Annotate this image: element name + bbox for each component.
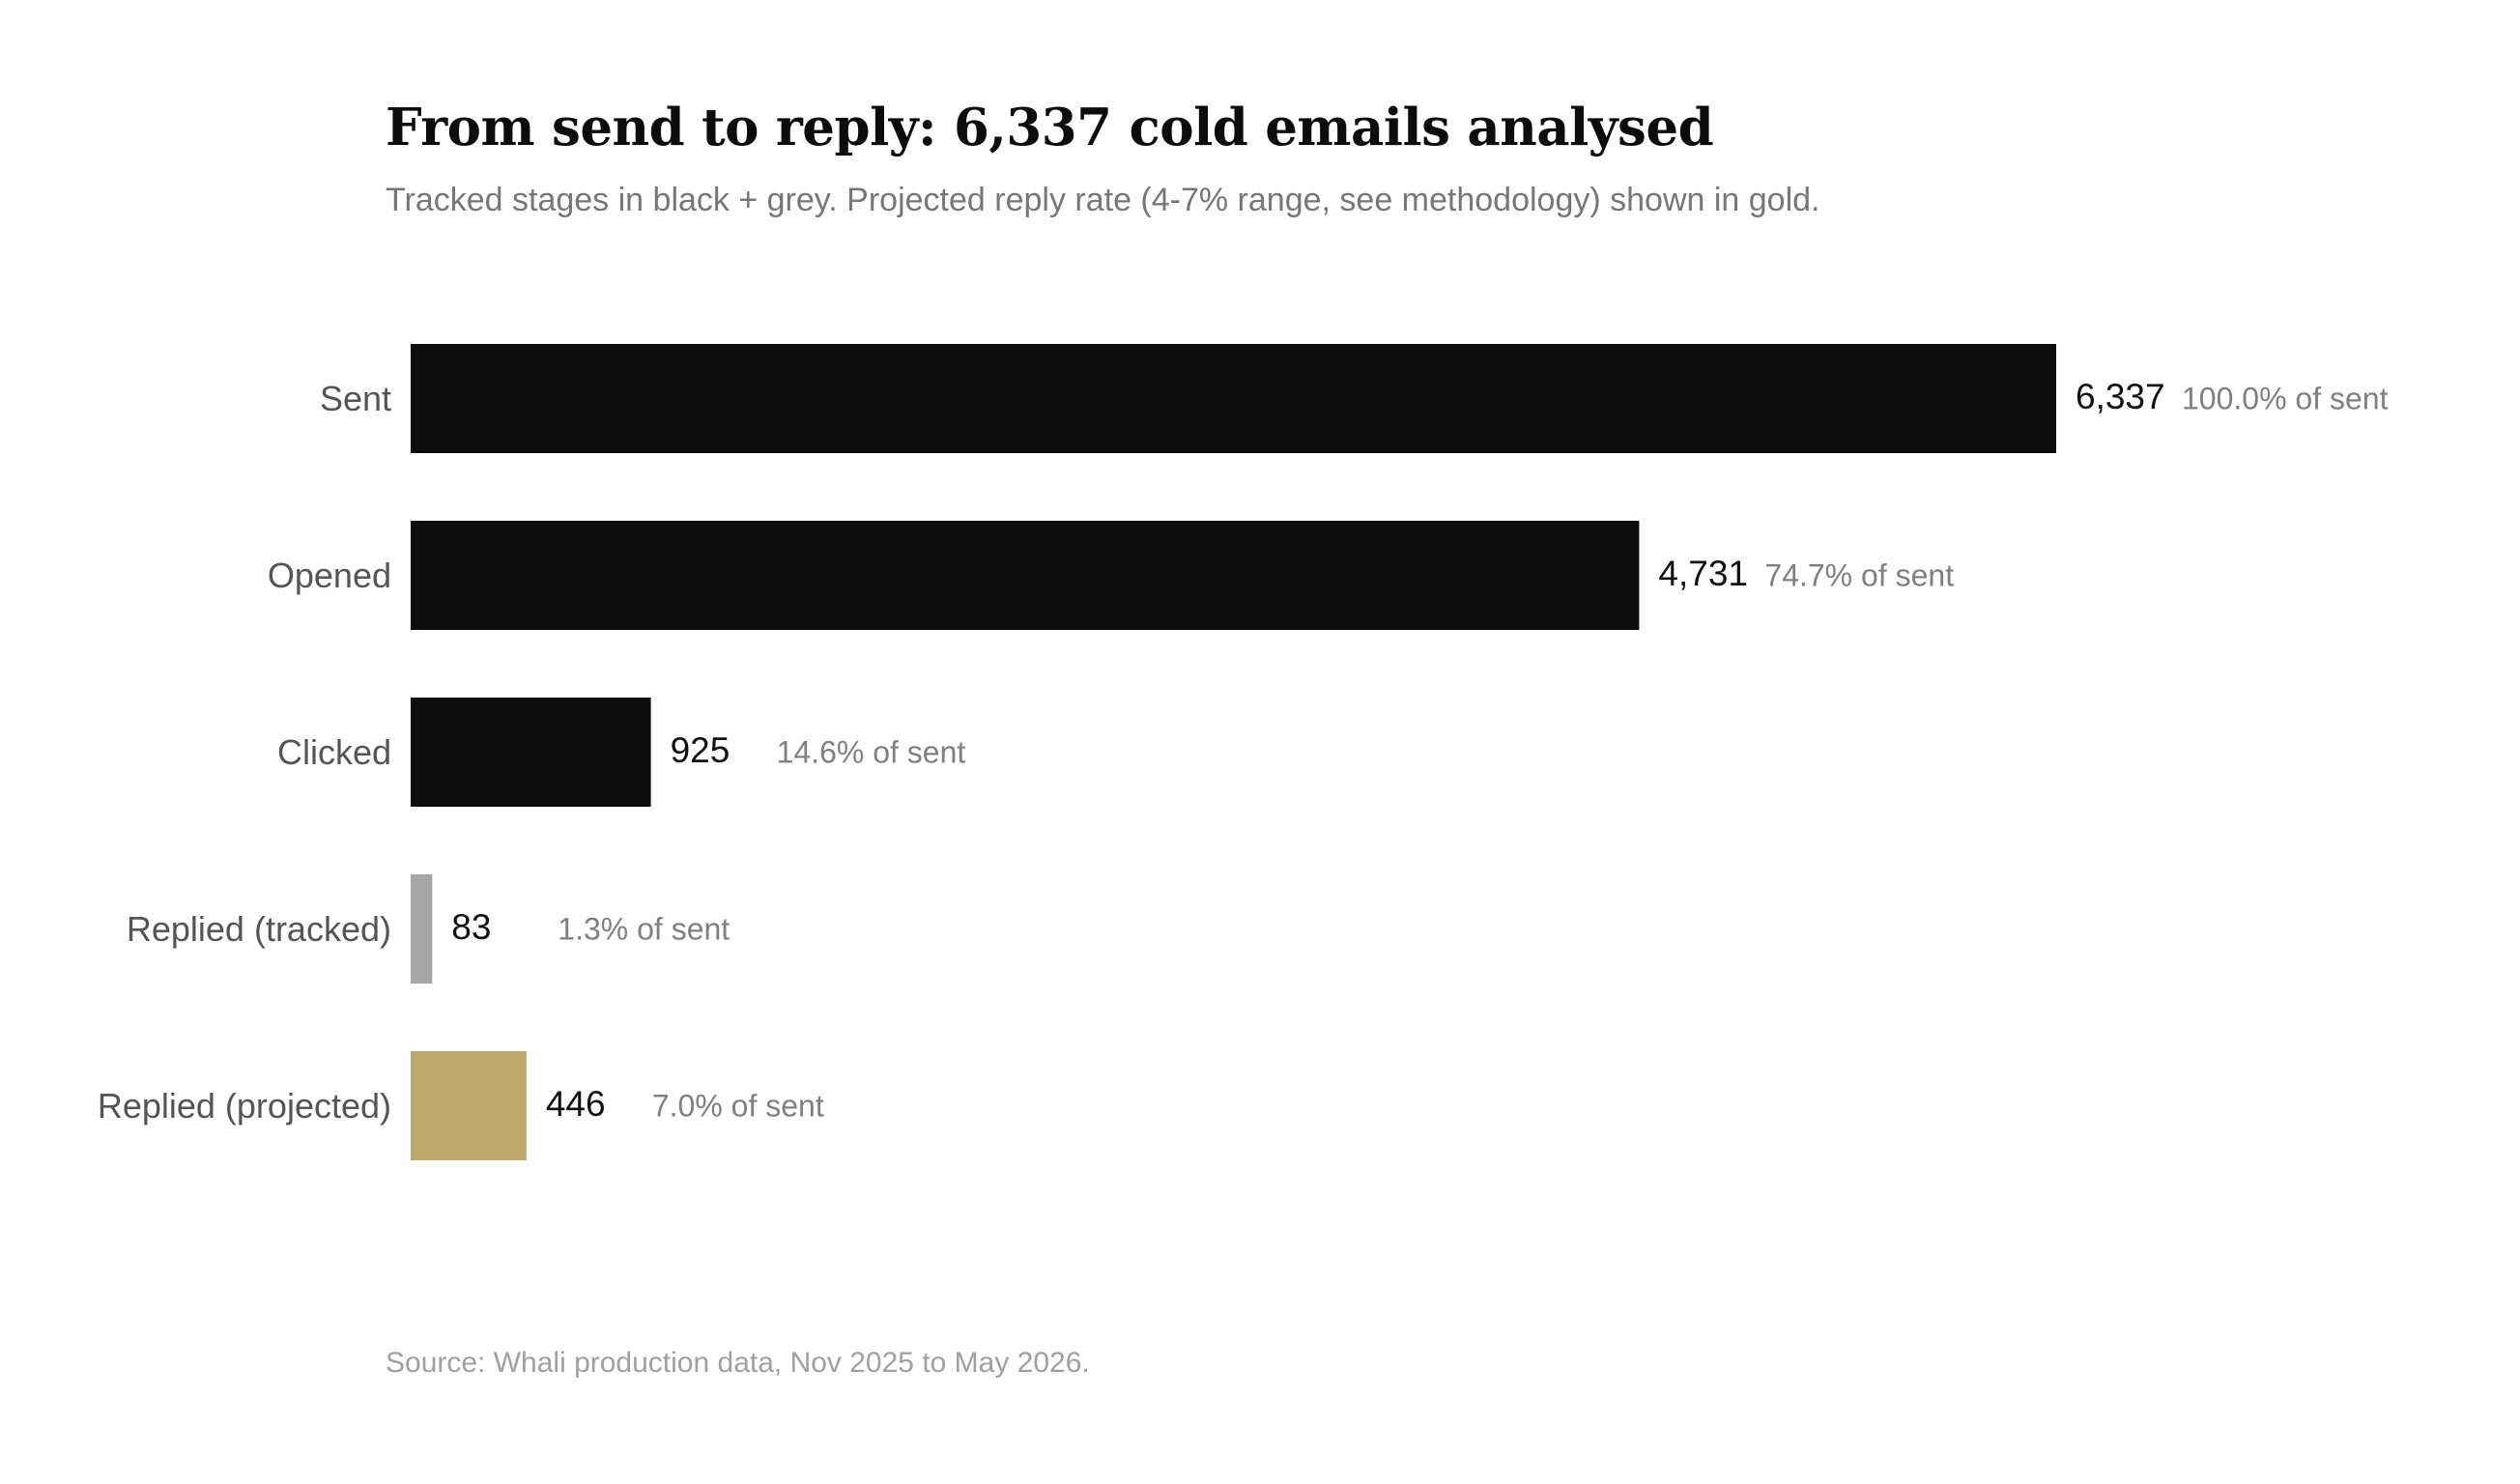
value-label-replied-tracked: 83: [451, 907, 491, 947]
bar-opened: [411, 521, 1640, 630]
percent-label-replied-projected: 7.0% of sent: [652, 1089, 824, 1124]
chart-title: From send to reply: 6,337 cold emails an…: [386, 98, 1714, 157]
value-label-sent: 6,337: [2076, 377, 2165, 416]
value-label-opened: 4,731: [1658, 554, 1748, 593]
value-label-clicked: 925: [671, 730, 730, 770]
category-label-clicked: Clicked: [277, 732, 391, 772]
percent-label-opened: 74.7% of sent: [1764, 558, 1954, 593]
bar-replied-projected: [411, 1051, 527, 1160]
category-label-sent: Sent: [320, 379, 391, 418]
chart-subtitle: Tracked stages in black + grey. Projecte…: [386, 182, 1820, 218]
category-label-opened: Opened: [268, 556, 391, 595]
bar-sent: [411, 344, 2056, 453]
category-label-replied-projected: Replied (projected): [98, 1086, 391, 1126]
percent-label-replied-tracked: 1.3% of sent: [558, 912, 730, 947]
source-note: Source: Whali production data, Nov 2025 …: [386, 1347, 1090, 1379]
percent-label-sent: 100.0% of sent: [2182, 382, 2389, 416]
bar-replied-tracked: [411, 874, 433, 984]
percent-label-clicked: 14.6% of sent: [777, 735, 966, 770]
category-label-replied-tracked: Replied (tracked): [127, 909, 391, 949]
bar-clicked: [411, 698, 651, 807]
value-label-replied-projected: 446: [546, 1084, 606, 1124]
